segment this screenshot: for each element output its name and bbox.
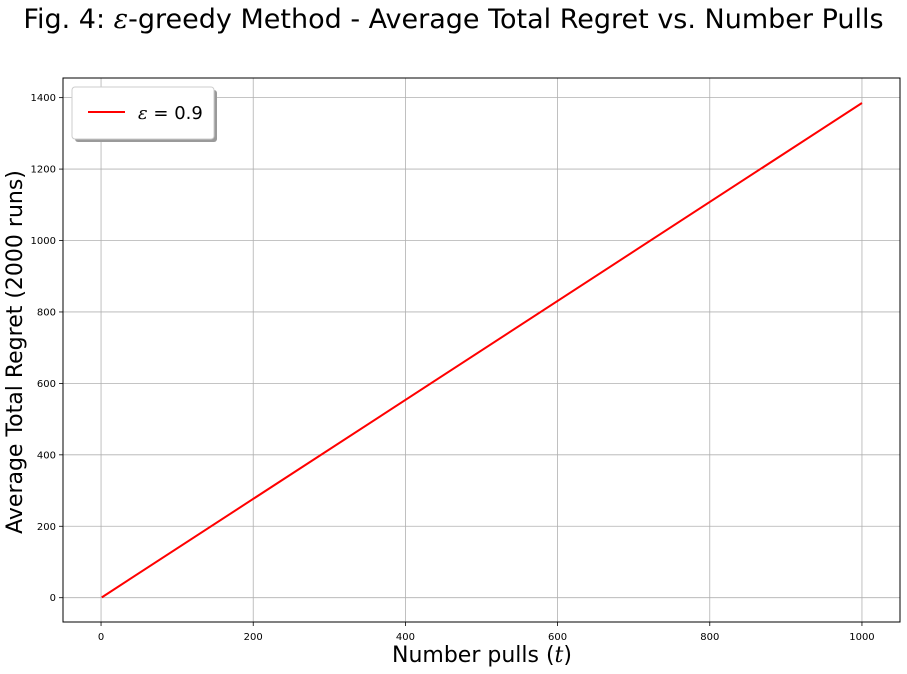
x-axis-label-var: t [555, 643, 564, 668]
plot-frame [62, 77, 901, 623]
title-epsilon: ε [113, 4, 129, 35]
series-line-epsilon-0.9 [101, 102, 863, 599]
axis-ticks: 0 200 400 600 800 1000 0 200 400 600 800 1000 1200 14… [31, 93, 875, 643]
x-tick-label: 0 [98, 632, 104, 643]
x-tick-label: 1000 [849, 632, 874, 643]
x-axis-label-text: Number pulls ( [392, 643, 555, 668]
legend-epsilon: ε [138, 103, 148, 124]
legend-entry: ε = 0.9 [138, 103, 203, 124]
y-tick-label: 200 [37, 522, 56, 533]
legend-value: = 0.9 [148, 103, 203, 124]
legend-box [71, 86, 215, 140]
x-tick-label: 400 [396, 632, 415, 643]
series-layer [101, 102, 863, 599]
x-tick-label: 200 [244, 632, 263, 643]
x-tick-label: 600 [548, 632, 567, 643]
title-suffix: -greedy Method - Average Total Regret vs… [128, 4, 884, 35]
y-tick-label: 1000 [31, 236, 56, 247]
legend: ε = 0.9 [71, 86, 217, 142]
y-axis-label: Average Total Regret (2000 runs) [3, 170, 28, 534]
title-prefix: Fig. 4: [23, 4, 114, 35]
chart-title: Fig. 4: ε-greedy Method - Average Total … [0, 4, 907, 35]
y-tick-label: 600 [37, 379, 56, 390]
grid-lines [63, 78, 900, 622]
y-tick-label: 800 [37, 307, 56, 318]
x-tick-label: 800 [700, 632, 719, 643]
x-axis-label: Number pulls (t) [392, 643, 572, 668]
y-tick-label: 1400 [31, 93, 56, 104]
y-tick-label: 0 [50, 593, 56, 604]
y-tick-label: 1200 [31, 165, 56, 176]
x-axis-label-end: ) [563, 643, 572, 668]
y-tick-label: 400 [37, 450, 56, 461]
